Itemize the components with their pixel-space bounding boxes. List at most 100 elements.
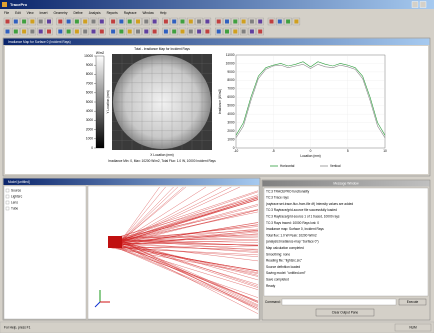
- menu-item[interactable]: Analysis: [89, 11, 101, 15]
- toolbar-icon: [14, 20, 18, 24]
- toolbar-icon: [111, 30, 115, 34]
- status-right: NUM: [409, 326, 417, 330]
- toolbar-icon: [181, 30, 185, 34]
- y-tick-label: 9000: [227, 70, 234, 74]
- ray-source: [108, 236, 122, 248]
- y-tick-label: 7000: [227, 87, 234, 91]
- colorbar: [96, 56, 104, 148]
- child-title: Model [untitled]: [8, 180, 30, 184]
- toolbar-icon: [67, 20, 71, 24]
- message-title: Message Window: [333, 182, 359, 186]
- toolbar-icon: [294, 20, 298, 24]
- colorbar-tick-label: 4000: [86, 109, 93, 113]
- toolbar-icon: [30, 20, 34, 24]
- toolbar-icon: [233, 20, 237, 24]
- y-tick-label: 10000: [226, 61, 235, 65]
- menu-item[interactable]: Reports: [107, 11, 119, 15]
- tree-expander[interactable]: [6, 189, 9, 192]
- colorbar-tick-label: 10000: [84, 54, 93, 58]
- message-line: Map calculation completed: [266, 246, 304, 250]
- menu-item[interactable]: Window: [143, 11, 155, 15]
- y-tick-label: 5000: [227, 104, 234, 108]
- toolbar-icon: [153, 20, 157, 24]
- colorbar-tick-label: 0: [91, 146, 93, 150]
- toolbar-icon: [164, 30, 168, 34]
- message-line: Save completed: [266, 278, 289, 282]
- message-line: Saving model: "untitled.oml": [266, 271, 306, 275]
- toolbar-icon: [111, 20, 115, 24]
- colorbar-tick-label: 8000: [86, 72, 93, 76]
- toolbar-icon: [278, 20, 282, 24]
- toolbar-icon: [144, 20, 148, 24]
- toolbar-icon: [83, 20, 87, 24]
- menu-item[interactable]: Define: [73, 11, 82, 15]
- close-button[interactable]: [420, 2, 426, 8]
- toolbar-icon: [205, 20, 209, 24]
- toolbar-icon: [217, 30, 221, 34]
- toolbar-icon: [217, 20, 221, 24]
- toolbar-icon: [144, 30, 148, 34]
- tree-expander[interactable]: [6, 207, 9, 210]
- toolbar-icon: [250, 20, 254, 24]
- y-axis-label: Irradiance (W/m2): [218, 89, 222, 115]
- message-line: Source definition loaded: [266, 265, 300, 269]
- message-line: TC:3 TRACEPRO functionality: [266, 189, 310, 193]
- toolbar-icon: [181, 20, 185, 24]
- message-line: Total flux: 1.0 W Peak: 10200 W/m2: [266, 233, 317, 237]
- menu-item[interactable]: File: [4, 11, 9, 15]
- colorbar-tick-label: 9000: [86, 63, 93, 67]
- toolbar-icon: [242, 20, 246, 24]
- status-text: For Help, press F1: [4, 325, 31, 329]
- menu-item[interactable]: Edit: [15, 11, 21, 15]
- x-tick-label: 0: [310, 149, 312, 153]
- tree-item[interactable]: Lens: [11, 201, 18, 205]
- toolbar-icon: [75, 20, 79, 24]
- toolbar-icon: [119, 20, 123, 24]
- menu-item[interactable]: Insert: [40, 11, 48, 15]
- menu-item[interactable]: View: [27, 11, 35, 15]
- toolbar-icon: [6, 30, 10, 34]
- toolbar-icon: [6, 20, 10, 24]
- irradiance-content: [5, 46, 428, 174]
- toolbar-icon: [136, 20, 140, 24]
- message-line: Reading file: "lightsrc.src": [266, 259, 302, 263]
- status-bar: [0, 322, 434, 333]
- colorbar-tick-label: 7000: [86, 81, 93, 85]
- x-tick-label: 10: [383, 149, 387, 153]
- command-input[interactable]: [282, 299, 396, 305]
- tree-item[interactable]: Tube: [11, 207, 18, 211]
- y-tick-label: 11000: [226, 53, 235, 57]
- clear-label: Clear Output Pane: [332, 311, 359, 315]
- child-title: Irradiance Map for Surface 0 (Incident R…: [8, 40, 71, 44]
- tree-expander[interactable]: [6, 195, 9, 198]
- toolbar-icon: [242, 30, 246, 34]
- toolbar-icon: [47, 20, 51, 24]
- toolbar-icon: [197, 20, 201, 24]
- menu-item[interactable]: Geometry: [53, 11, 67, 15]
- x-tick-label: -10: [234, 149, 239, 153]
- toolbar-icon: [92, 30, 96, 34]
- x-axis-label: Location (mm): [300, 154, 320, 158]
- menu-item[interactable]: Raytrace: [124, 11, 137, 15]
- legend-label: Vertical: [330, 164, 341, 168]
- message-line: TC:3 Rays traced: 10000 Rays lost: 0: [266, 221, 319, 225]
- toolbar-icon: [225, 30, 229, 34]
- toolbar-icon: [47, 30, 51, 34]
- toolbar-icon: [58, 30, 62, 34]
- toolbar-icon: [128, 30, 132, 34]
- tree-item[interactable]: Lightsrc: [11, 195, 23, 199]
- toolbar-icon: [100, 30, 104, 34]
- toolbar-icon: [39, 30, 43, 34]
- maximize-button[interactable]: [412, 2, 418, 8]
- colorbar-tick-label: 1000: [86, 137, 93, 141]
- tree-item[interactable]: Source: [11, 189, 21, 193]
- x-tick-label: -5: [272, 149, 275, 153]
- toolbar-icon: [205, 30, 209, 34]
- toolbar-icon: [75, 30, 79, 34]
- colorbar-tick-label: 5000: [86, 100, 93, 104]
- toolbar-icon: [67, 30, 71, 34]
- tree-expander[interactable]: [6, 201, 9, 204]
- y-tick-label: 6000: [227, 95, 234, 99]
- menu-item[interactable]: Help: [160, 11, 167, 15]
- message-line: (analysis:irradiance-map "Surface 0"): [266, 240, 319, 244]
